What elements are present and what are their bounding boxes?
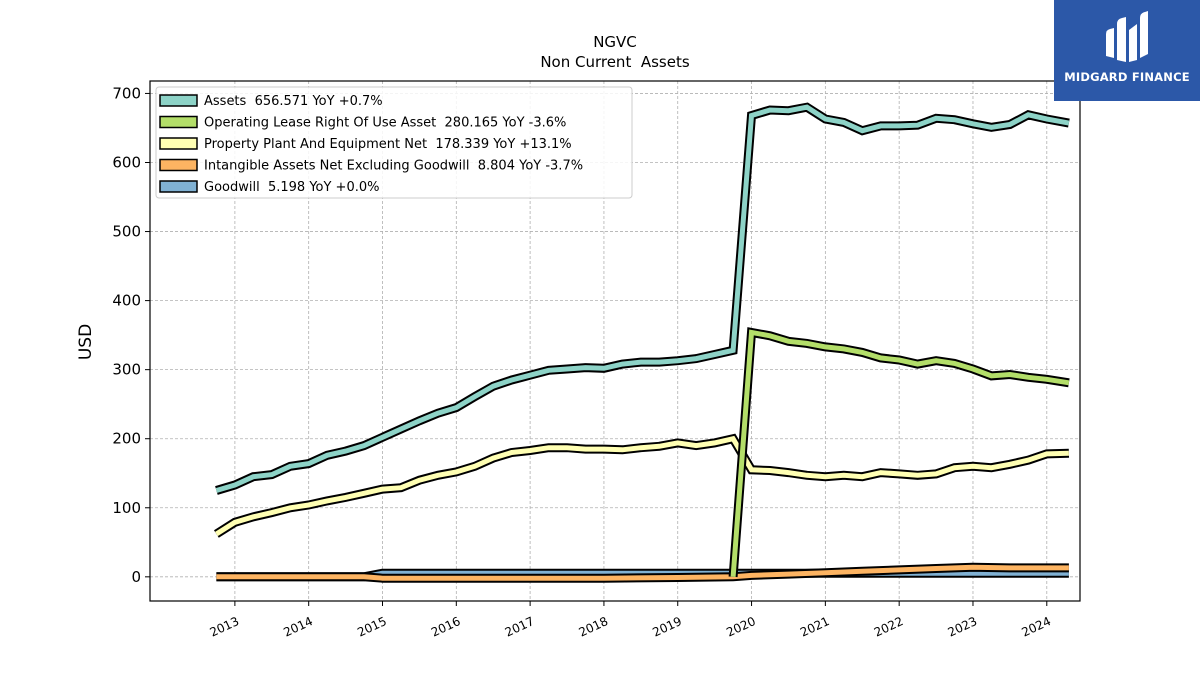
y-tick-label: 600 <box>112 153 141 171</box>
x-tick-label: 2019 <box>650 614 684 640</box>
x-tick-label: 2024 <box>1019 614 1053 640</box>
x-tick-label: 2015 <box>355 614 389 640</box>
x-tick-label: 2013 <box>208 614 242 640</box>
plot-area <box>213 102 1070 583</box>
legend-label: Property Plant And Equipment Net 178.339… <box>204 137 572 152</box>
legend: Assets 656.571 YoY +0.7% Operating Lease … <box>155 86 633 199</box>
x-tick-label: 2020 <box>724 614 758 640</box>
x-tick-label: 2022 <box>872 614 906 640</box>
x-tick-label: 2016 <box>429 614 463 640</box>
chart-title: NGVC <box>593 33 637 51</box>
legend-swatch <box>159 115 198 129</box>
y-tick-label: 0 <box>131 568 141 586</box>
chart-subtitle: Non Current Assets <box>540 53 690 71</box>
legend-swatch <box>159 94 198 107</box>
legend-swatch <box>159 137 198 150</box>
y-tick-label: 200 <box>112 430 141 448</box>
brand-mark-icon <box>1106 11 1148 62</box>
brand-logo-text: MIDGARD FINANCE <box>1064 70 1190 84</box>
legend-box <box>155 86 633 199</box>
series-line-1 <box>730 329 1070 577</box>
y-tick-label: 100 <box>112 499 141 517</box>
series-line-3 <box>216 564 1069 581</box>
x-tick-label: 2021 <box>798 614 832 640</box>
legend-label: Intangible Assets Net Excluding Goodwill… <box>204 159 583 174</box>
legend-swatch <box>159 158 198 172</box>
series-line-outline-1 <box>728 327 1070 578</box>
legend-label: Operating Lease Right Of Use Asset 280.1… <box>204 116 566 131</box>
x-tick-label: 2023 <box>946 614 980 640</box>
legend-label: Assets 656.571 YoY +0.7% <box>204 94 383 109</box>
plot-frame <box>149 80 1081 602</box>
x-tick-label: 2017 <box>503 614 537 640</box>
series-line-0 <box>215 104 1070 493</box>
y-tick-label: 300 <box>112 361 141 379</box>
x-tick-label: 2014 <box>281 614 315 640</box>
legend-swatch <box>159 180 198 193</box>
y-tick-label: 400 <box>112 292 141 310</box>
y-tick-label: 700 <box>112 84 141 102</box>
series-line-2 <box>215 435 1069 537</box>
x-tick-label: 2018 <box>577 614 611 640</box>
y-tick-label: 500 <box>112 223 141 241</box>
legend-label: Goodwill 5.198 YoY +0.0% <box>204 180 379 195</box>
y-axis-label: USD <box>76 324 96 360</box>
brand-logo: MIDGARD FINANCE <box>1054 0 1200 101</box>
